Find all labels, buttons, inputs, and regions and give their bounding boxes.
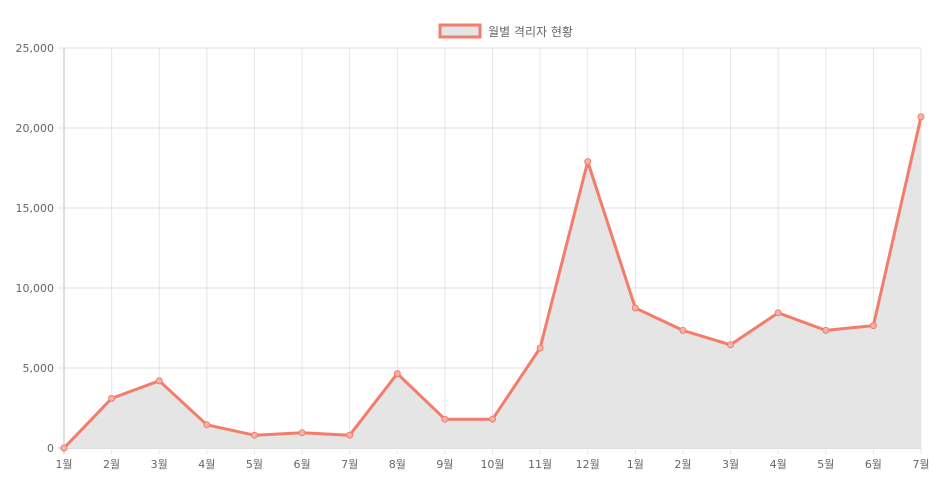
- legend-swatch[interactable]: [438, 23, 482, 39]
- y-tick-label: 25,000: [16, 42, 55, 55]
- data-point[interactable]: [60, 444, 68, 452]
- data-point[interactable]: [108, 394, 116, 402]
- data-point[interactable]: [917, 113, 925, 121]
- x-tick-label: 10월: [480, 458, 504, 471]
- x-tick-label: 3월: [722, 458, 739, 471]
- x-tick-label: 5월: [817, 458, 834, 471]
- x-tick-label: 1월: [627, 458, 644, 471]
- x-tick-label: 5월: [246, 458, 263, 471]
- y-tick-label: 10,000: [16, 282, 55, 295]
- y-axis-tick-labels: 0 5,000 10,000 15,000 20,000 25,000: [16, 42, 55, 455]
- data-point[interactable]: [298, 429, 306, 437]
- data-point[interactable]: [441, 415, 449, 423]
- data-point[interactable]: [584, 158, 592, 166]
- y-tick-label: 0: [47, 442, 54, 455]
- x-tick-label: 7월: [341, 458, 358, 471]
- x-tick-label: 4월: [770, 458, 787, 471]
- x-tick-label: 3월: [151, 458, 168, 471]
- data-point[interactable]: [774, 309, 782, 317]
- legend-label[interactable]: 월별 격리자 현황: [488, 25, 573, 39]
- data-point[interactable]: [346, 431, 354, 439]
- x-tick-label: 11월: [528, 458, 552, 471]
- x-tick-label: 8월: [389, 458, 406, 471]
- x-axis-tick-labels: 1월 2월 3월 4월 5월 6월 7월 8월 9월 10월 11월 12월 1월 2월 3월 4월 5월 6월 7…: [55, 458, 929, 471]
- data-point[interactable]: [393, 370, 401, 378]
- y-tick-label: 20,000: [16, 122, 55, 135]
- data-points: [60, 113, 925, 452]
- data-point[interactable]: [489, 415, 496, 423]
- x-tick-label: 12월: [576, 458, 600, 471]
- x-tick-label: 6월: [865, 458, 882, 471]
- data-point[interactable]: [869, 322, 877, 330]
- data-point[interactable]: [679, 326, 687, 334]
- data-point[interactable]: [822, 326, 830, 334]
- x-tick-label: 4월: [198, 458, 215, 471]
- x-tick-label: 6월: [293, 458, 310, 471]
- series-area: [64, 116, 921, 449]
- data-point[interactable]: [536, 344, 544, 352]
- x-tick-label: 9월: [436, 458, 453, 471]
- x-tick-label: 2월: [674, 458, 691, 471]
- data-point[interactable]: [155, 377, 163, 385]
- x-tick-label: 2월: [103, 458, 120, 471]
- data-point[interactable]: [203, 421, 211, 429]
- y-tick-label: 5,000: [23, 362, 55, 375]
- legend[interactable]: 월별 격리자 현황: [438, 23, 573, 39]
- data-point[interactable]: [631, 304, 639, 312]
- area-fill-layer: [64, 116, 921, 449]
- x-tick-label: 1월: [55, 458, 72, 471]
- data-point[interactable]: [250, 431, 258, 439]
- x-tick-label: 7월: [912, 458, 929, 471]
- data-point[interactable]: [727, 341, 735, 349]
- y-tick-label: 15,000: [16, 202, 55, 215]
